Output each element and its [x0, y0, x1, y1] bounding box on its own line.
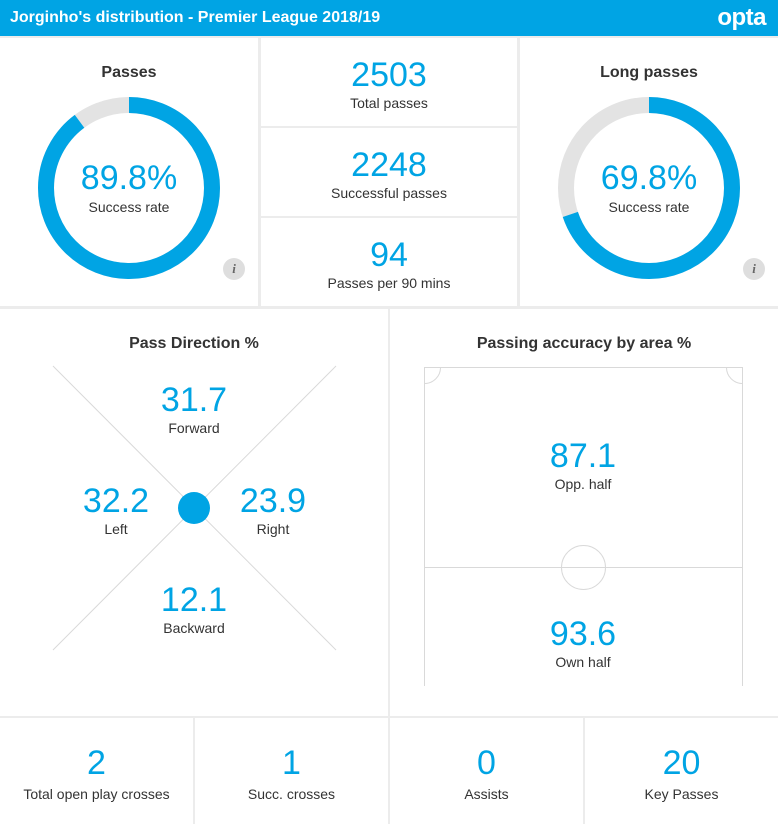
direction-forward: 31.7 Forward: [134, 383, 254, 436]
center-dot: [178, 492, 210, 524]
opp-half-label: Opp. half: [554, 476, 612, 492]
passes-success-caption: Success rate: [88, 199, 170, 215]
assists-value: 0: [477, 744, 496, 782]
backward-value: 12.1: [160, 581, 228, 619]
passes-ring: 89.8% Success rate: [36, 95, 222, 281]
forward-label: Forward: [168, 420, 220, 436]
right-value: 23.9: [239, 482, 307, 520]
opp-half-value: 87.1: [549, 437, 617, 475]
opta-logo: opta: [717, 4, 766, 31]
forward-value: 31.7: [160, 381, 228, 419]
passes-per-90-label: Passes per 90 mins: [327, 275, 451, 291]
long-passes-ring-fill: [558, 97, 740, 279]
long-passes-ring-chart: [558, 97, 740, 279]
corner-arc-left: [424, 367, 441, 384]
long-passes-ring-center: 69.8% Success rate: [556, 95, 742, 281]
assists-label: Assists: [464, 786, 509, 802]
corner-arc-right: [726, 367, 743, 384]
info-icon[interactable]: i: [743, 258, 765, 280]
left-value: 32.2: [82, 482, 150, 520]
succ-crosses-value: 1: [282, 744, 301, 782]
open-play-crosses-label: Total open play crosses: [23, 786, 170, 802]
key-passes-label: Key Passes: [644, 786, 719, 802]
passes-panel: Passes 89.8% Success rate i: [0, 38, 258, 306]
direction-backward: 12.1 Backward: [134, 583, 254, 636]
info-icon[interactable]: i: [223, 258, 245, 280]
pass-direction-panel: Pass Direction % 31.7 Forward 32.2 Left …: [0, 309, 388, 716]
successful-passes-value: 2248: [351, 146, 427, 184]
center-circle: [561, 545, 606, 590]
stat-successful-passes: 2248 Successful passes: [261, 128, 517, 216]
own-half-value: 93.6: [549, 615, 617, 653]
stat-assists: 0 Assists: [390, 718, 583, 824]
passes-success-rate: 89.8%: [80, 159, 178, 197]
direction-right: 23.9 Right: [213, 484, 333, 537]
direction-left: 32.2 Left: [56, 484, 176, 537]
passes-ring-center: 89.8% Success rate: [36, 95, 222, 281]
page-title: Jorginho's distribution - Premier League…: [10, 9, 381, 26]
passes-ring-chart: [38, 97, 220, 279]
accuracy-area-title: Passing accuracy by area %: [476, 335, 692, 352]
passes-per-90-value: 94: [370, 236, 408, 274]
stat-passes-per-90: 94 Passes per 90 mins: [261, 218, 517, 306]
total-passes-value: 2503: [351, 56, 427, 94]
successful-passes-label: Successful passes: [331, 185, 447, 201]
long-passes-success-caption: Success rate: [608, 199, 690, 215]
pass-direction-title: Pass Direction %: [129, 335, 259, 352]
accuracy-area-panel: Passing accuracy by area % 87.1 Opp. hal…: [390, 309, 778, 716]
succ-crosses-label: Succ. crosses: [247, 786, 336, 802]
stat-open-play-crosses: 2 Total open play crosses: [0, 718, 193, 824]
area-opp-half: 87.1 Opp. half: [523, 439, 643, 492]
total-passes-label: Total passes: [350, 95, 428, 111]
long-passes-success-rate: 69.8%: [600, 159, 698, 197]
long-passes-ring: 69.8% Success rate: [556, 95, 742, 281]
header-bar: Jorginho's distribution - Premier League…: [0, 0, 778, 36]
long-passes-panel: Long passes 69.8% Success rate i: [520, 38, 778, 306]
passes-title: Passes: [101, 64, 157, 81]
own-half-label: Own half: [555, 654, 611, 670]
pass-direction-diagram: [52, 365, 337, 651]
stat-key-passes: 20 Key Passes: [585, 718, 778, 824]
passes-ring-fill: [38, 97, 220, 279]
key-passes-value: 20: [662, 744, 701, 782]
stat-succ-crosses: 1 Succ. crosses: [195, 718, 388, 824]
left-label: Left: [104, 521, 128, 537]
open-play-crosses-value: 2: [87, 744, 106, 782]
long-passes-title: Long passes: [600, 64, 698, 81]
pitch-diagram: [390, 367, 778, 716]
right-label: Right: [256, 521, 290, 537]
area-own-half: 93.6 Own half: [523, 617, 643, 670]
stat-total-passes: 2503 Total passes: [261, 38, 517, 126]
backward-label: Backward: [163, 620, 225, 636]
pitch-bottom-mask: [390, 686, 778, 716]
